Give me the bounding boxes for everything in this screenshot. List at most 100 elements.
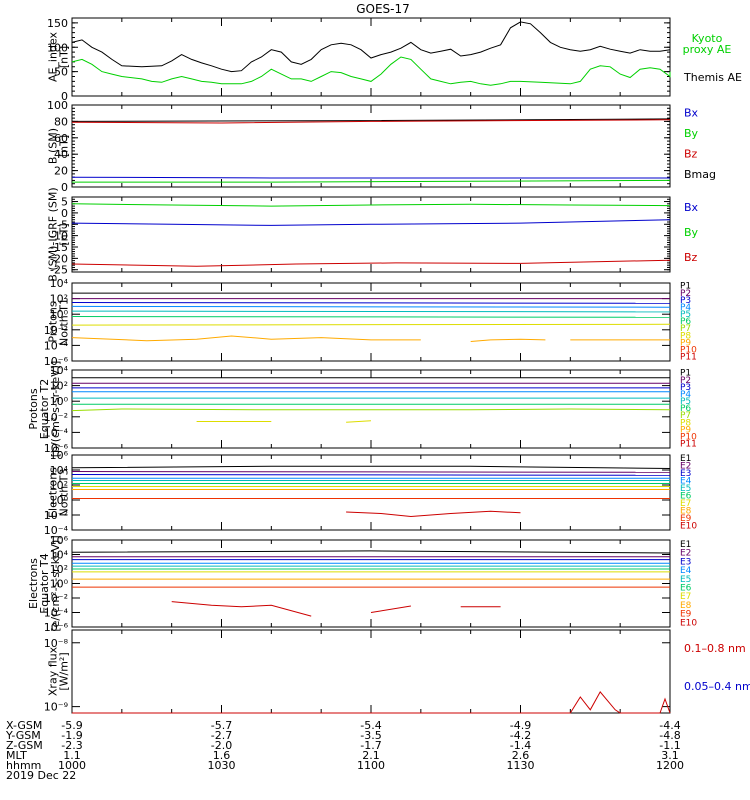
y-tick-label: 10⁶ — [50, 449, 69, 462]
legend-entry: E3 — [680, 557, 691, 567]
panel-frame — [71, 196, 671, 273]
ephemeris-value: -4.2 — [510, 729, 531, 742]
legend-entry: P11 — [680, 440, 697, 450]
series-e10 — [171, 601, 312, 617]
y-tick-label: -5 — [57, 218, 68, 231]
legend-entry: P7 — [680, 324, 691, 334]
ephemeris-value: 1100 — [357, 759, 385, 772]
y-tick-label: -20 — [50, 252, 68, 265]
y-tick-label: 10⁻⁹ — [44, 701, 68, 714]
panel-b_sm: 0 20 40 60 80 100 B (SM)[nT] Bx By Bz Bmag — [47, 99, 717, 194]
y-tick-label: 10⁻⁴ — [44, 607, 69, 620]
ephemeris-value: -4.8 — [659, 729, 680, 742]
legend-entry: P10 — [680, 432, 697, 442]
legend-entry: E7 — [680, 499, 691, 509]
ephemeris-value: 1.6 — [213, 749, 231, 762]
y-tick-label: 10⁰ — [50, 494, 69, 507]
y-tick-label: 10⁴ — [50, 364, 69, 377]
legend-entry: P2 — [680, 376, 691, 386]
legend-entry: E6 — [680, 492, 692, 502]
legend-entry: E4 — [680, 477, 692, 487]
ephemeris-row-label: X-GSM — [6, 719, 42, 732]
series-p7 — [71, 408, 671, 412]
series-bx — [71, 219, 671, 226]
ephemeris-value: 1130 — [507, 759, 535, 772]
y-tick-label: 10⁶ — [50, 534, 69, 547]
legend-entry: By — [684, 127, 699, 140]
y-tick-label: 10⁻⁴ — [44, 339, 69, 352]
ephemeris-value: -4.9 — [510, 719, 531, 732]
legend-entry: P3 — [680, 383, 691, 393]
legend-entry: P4 — [680, 303, 691, 313]
ephemeris-row-label: MLT — [6, 749, 27, 762]
legend-entry: proxy AE — [683, 43, 732, 56]
series-p3 — [71, 302, 671, 304]
ephemeris-value: -2.3 — [61, 739, 82, 752]
series-e3 — [71, 474, 671, 476]
series-by — [72, 179, 671, 183]
y-tick-label: 80 — [54, 115, 68, 128]
legend-entry: P11 — [680, 353, 697, 363]
y-tick-label: 10⁰ — [50, 578, 69, 591]
series-p4 — [71, 305, 671, 308]
ephemeris-value: -1.4 — [510, 739, 531, 752]
series-e10b — [370, 605, 411, 613]
ephemeris-value: -5.9 — [61, 719, 82, 732]
y-tick-label: 10⁻⁴ — [44, 426, 69, 439]
legend-entry: By — [684, 226, 699, 239]
legend-entry: 0.1–0.8 nm — [684, 642, 746, 655]
panel-frame — [71, 629, 671, 714]
legend-entry: E5 — [680, 575, 691, 585]
y-tick-label: -15 — [50, 241, 68, 254]
ephemeris-row-label: Y-GSM — [5, 729, 41, 742]
series-themis-ae — [71, 21, 671, 73]
ephemeris-value: 2.6 — [512, 749, 530, 762]
legend-entry: P3 — [680, 296, 691, 306]
y-axis-label: [nT] — [58, 135, 71, 157]
panel-frame — [71, 539, 671, 628]
legend-entry: P7 — [680, 411, 691, 421]
ephemeris-value: 1000 — [58, 759, 86, 772]
series-bz — [71, 119, 671, 124]
legend-entry: Bx — [684, 201, 699, 214]
series-p9b — [470, 338, 546, 342]
y-tick-label: 40 — [54, 148, 68, 161]
y-axis-label: B (SM) — [47, 128, 60, 164]
series-kyoto-proxy-ae — [71, 56, 671, 86]
legend-entry: E1 — [680, 454, 691, 464]
y-tick-label: 10⁴ — [50, 277, 69, 290]
y-axis-label: Equator T4 — [38, 553, 51, 613]
legend-entry: Bz — [684, 147, 698, 160]
ephemeris-value: -5.4 — [360, 719, 381, 732]
ephemeris-value: -1.1 — [659, 739, 680, 752]
ephemeris-table: X-GSM -5.9 -5.7 -5.4 -4.9 -4.4 Y-GSM -1.9 -2.7 -3… — [5, 719, 684, 782]
legend-entry: E8 — [680, 507, 692, 517]
y-tick-label: 60 — [54, 132, 68, 145]
ephemeris-value: 1.1 — [63, 749, 81, 762]
legend-entry: E4 — [680, 566, 692, 576]
y-tick-label: 0 — [61, 181, 68, 194]
ephemeris-value: -2.7 — [211, 729, 232, 742]
y-axis-label: North T1 — [58, 298, 71, 346]
plot-title: GOES-17 — [356, 2, 410, 16]
y-tick-label: 10⁻² — [44, 411, 68, 424]
y-tick-label: 10⁰ — [50, 395, 69, 408]
legend-entry: E8 — [680, 601, 692, 611]
legend-entry: P9 — [680, 338, 691, 348]
legend-entry: Bx — [684, 106, 699, 119]
legend-entry: E1 — [680, 540, 691, 550]
series-e2 — [71, 471, 671, 473]
series-bmag — [71, 118, 671, 122]
legend-entry: E7 — [680, 592, 691, 602]
legend-entry: 0.05–0.4 nm — [684, 680, 750, 693]
y-axis-label: [e/(cm²-s-sr-keV)] — [49, 535, 62, 631]
legend-entry: E9 — [680, 514, 692, 524]
series-e1 — [71, 465, 671, 469]
